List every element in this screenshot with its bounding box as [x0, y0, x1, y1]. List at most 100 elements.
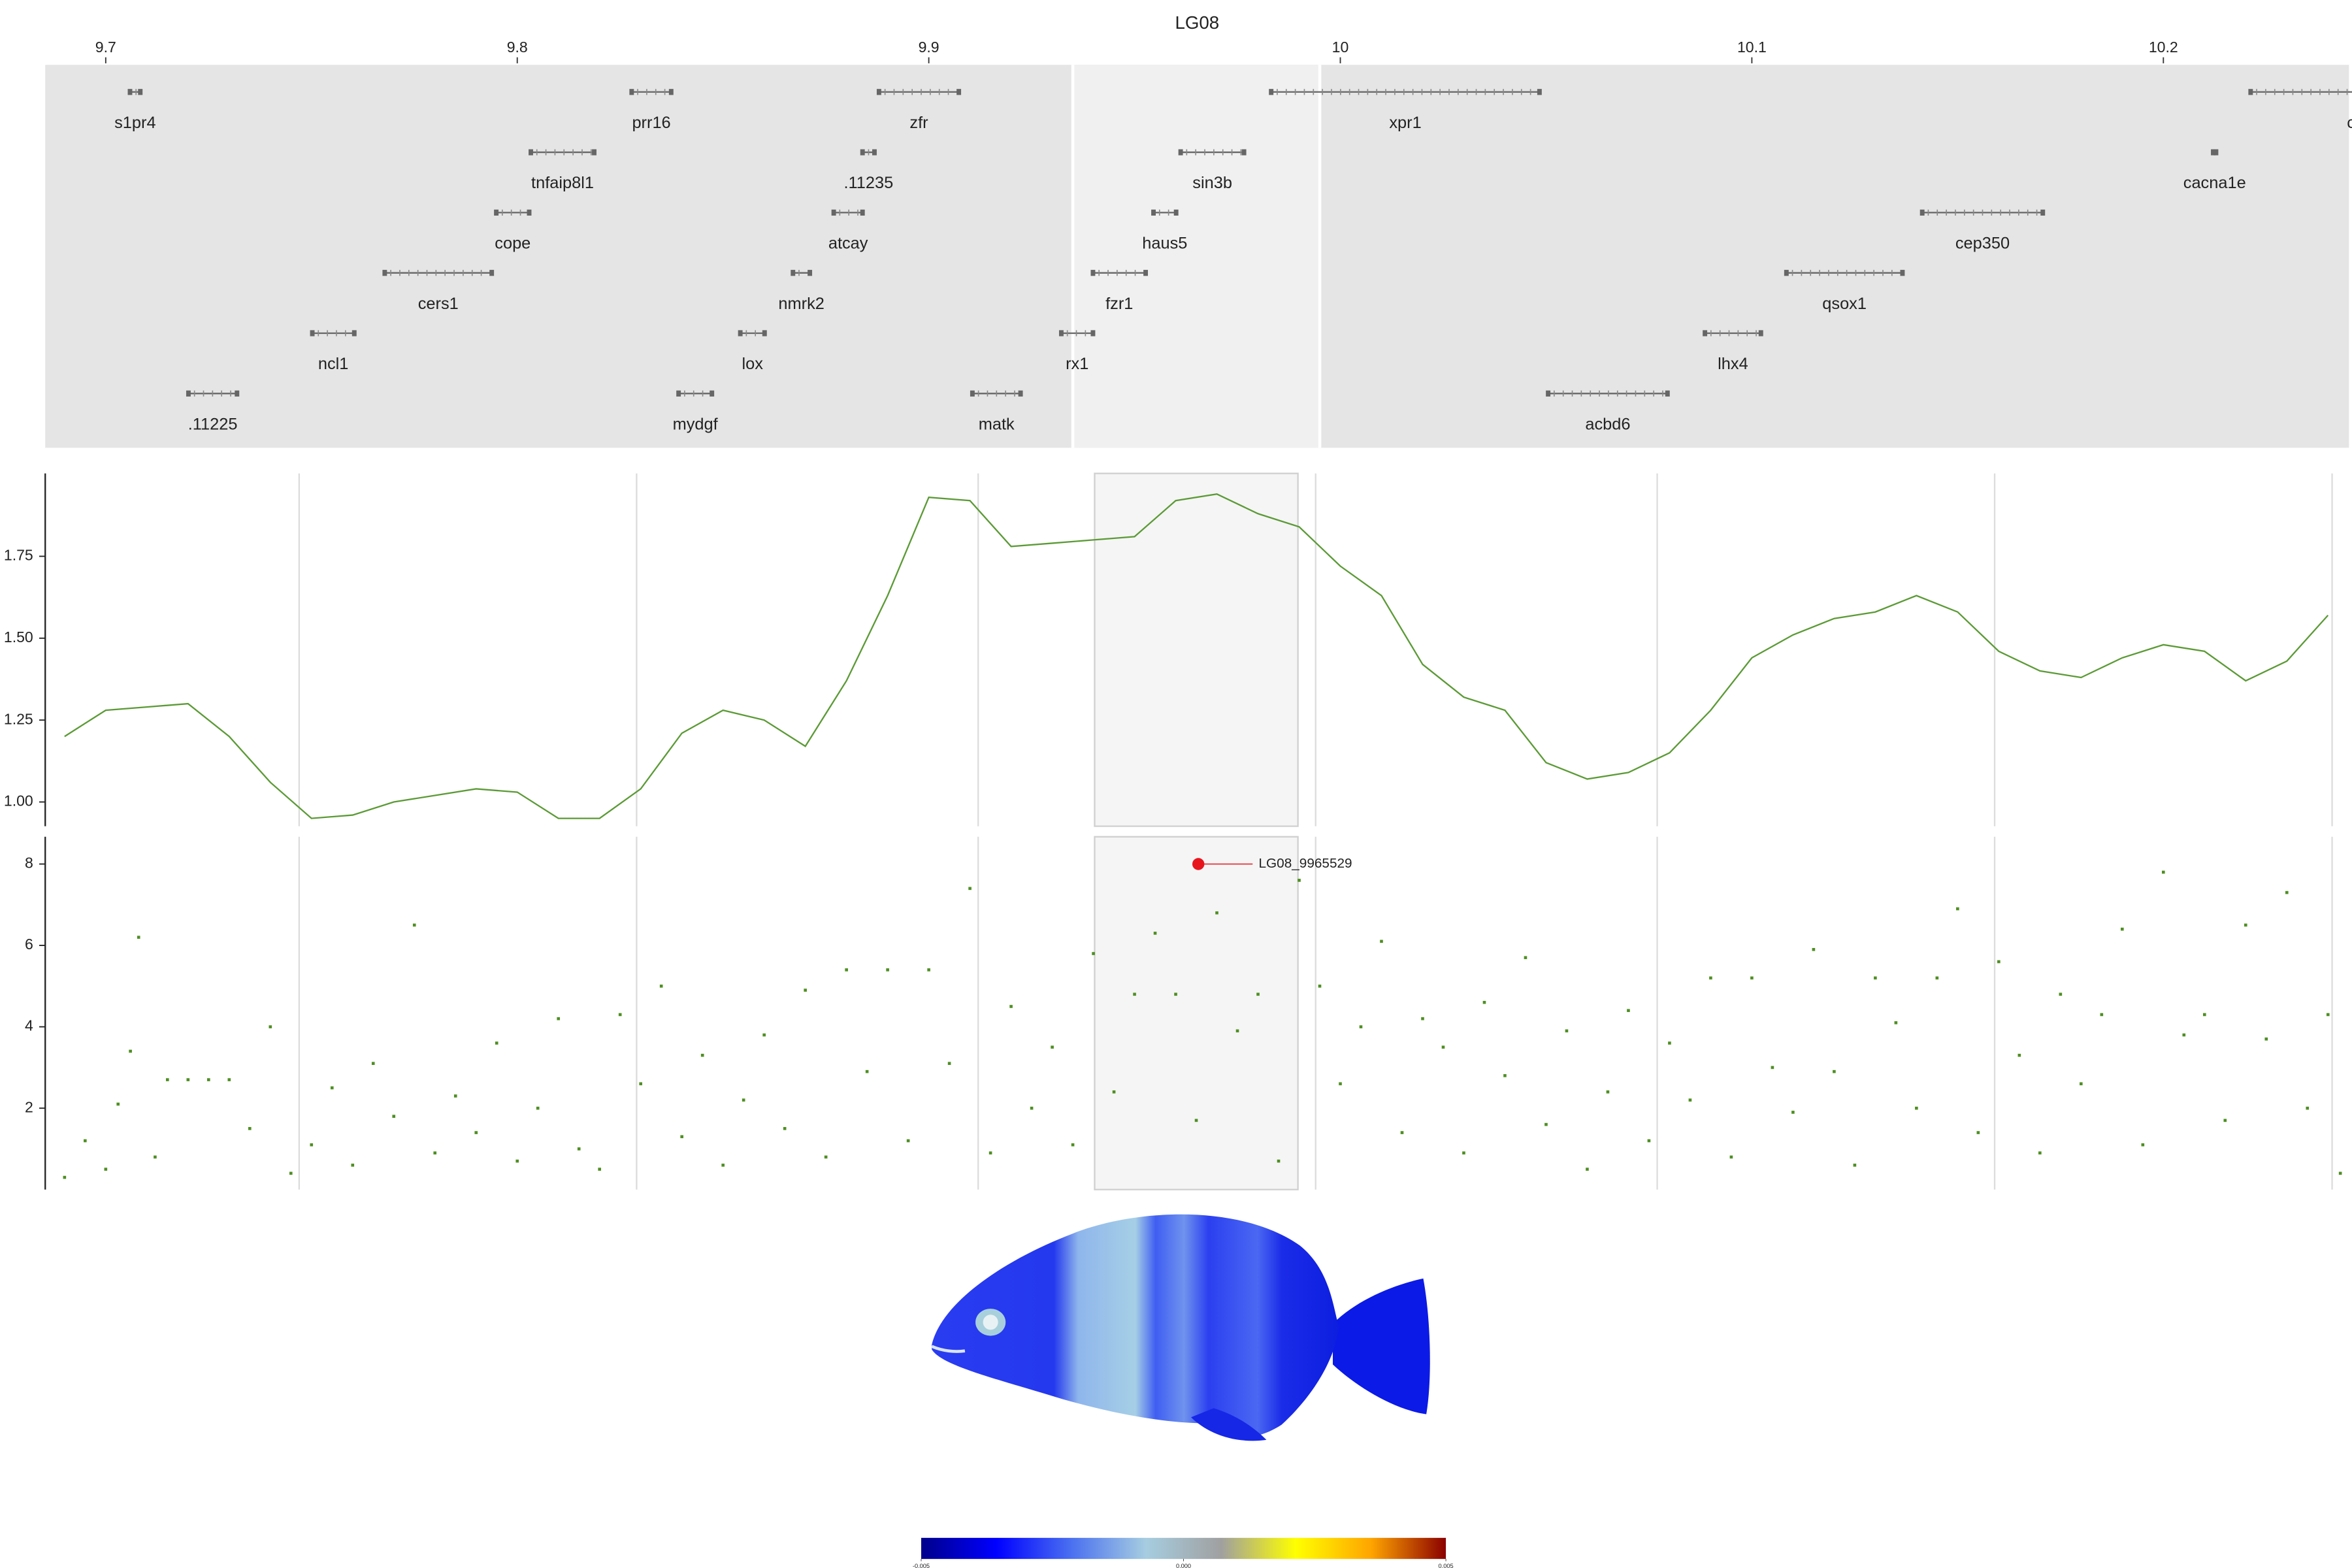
- scatter-point: [137, 936, 140, 939]
- y-tick-label: 6: [25, 936, 33, 953]
- scatter-point: [1812, 947, 1816, 951]
- scatter-point: [804, 988, 807, 992]
- gene-end: [138, 89, 143, 95]
- gene-label: atcay: [828, 235, 868, 253]
- scatter-point: [2141, 1143, 2145, 1147]
- scatter-point: [845, 968, 848, 972]
- gene-end: [592, 149, 596, 155]
- scatter-point: [1874, 976, 1877, 980]
- gene-label: c: [2347, 114, 2352, 132]
- scatter-point: [1771, 1066, 1774, 1070]
- gene-end: [956, 89, 962, 95]
- scatter-point: [536, 1106, 540, 1110]
- gene-end: [1758, 330, 1763, 336]
- gene-end: [127, 89, 133, 95]
- scatter-point: [2306, 1106, 2310, 1110]
- scatter-point: [1112, 1090, 1116, 1094]
- gene-end: [529, 149, 533, 155]
- highlight-region: [1094, 836, 1299, 1190]
- gene-label: cope: [495, 235, 531, 253]
- gene-label: zfr: [909, 114, 928, 132]
- scatter-point: [186, 1078, 190, 1081]
- gene-end: [1537, 89, 1542, 95]
- gene-end: [1151, 209, 1156, 216]
- gene-label: .11225: [188, 415, 238, 433]
- scatter-point: [1565, 1029, 1569, 1033]
- gene-label: qsox1: [1822, 295, 1867, 313]
- scatter-point: [886, 968, 889, 972]
- scatter-point: [310, 1143, 314, 1147]
- scatter-point: [1298, 879, 1301, 882]
- scatter-point: [206, 1078, 210, 1081]
- gene-label: haus5: [1142, 235, 1187, 253]
- gene-end: [876, 89, 881, 95]
- gene-label: s1pr4: [114, 114, 155, 132]
- scatter-point: [1380, 939, 1383, 943]
- gene-end: [1143, 270, 1149, 276]
- gene-label: tnfaip8l1: [531, 174, 594, 192]
- scatter-point: [330, 1086, 334, 1090]
- scatter-point: [154, 1155, 157, 1159]
- scatter-point: [2264, 1037, 2268, 1041]
- scatter-point: [495, 1041, 498, 1045]
- scatter-point: [865, 1070, 869, 1073]
- y-tick-label: 2: [25, 1098, 33, 1115]
- gene-end: [1058, 330, 1064, 336]
- scatter-point: [783, 1127, 787, 1130]
- y-tick-label: 1.50: [4, 629, 33, 645]
- scatter-point: [1462, 1151, 1465, 1155]
- scatter-point: [1133, 992, 1136, 996]
- y-tick-label: 8: [25, 855, 33, 872]
- scatter-point: [1647, 1139, 1651, 1143]
- fish-tail: [1333, 1278, 1430, 1414]
- gene-label: rx1: [1066, 355, 1088, 373]
- gene-end: [186, 390, 191, 397]
- scatter-point: [1750, 976, 1754, 980]
- gene-label: cacna1e: [2183, 174, 2246, 192]
- fish-fin: [1191, 1408, 1267, 1441]
- annotation-label: LG08_9965529: [1259, 856, 1352, 871]
- gene-end: [808, 270, 813, 276]
- y-tick-label: 1.75: [4, 547, 33, 564]
- gene-label: sin3b: [1192, 174, 1232, 192]
- gene-rows: s1pr4 prr16 zfr xpr1 c tnfaip8l1 .11235 sin3b ca…: [114, 89, 2352, 433]
- gene-end: [1784, 270, 1789, 276]
- gene-end: [860, 209, 865, 216]
- gene-end: [668, 89, 674, 95]
- gene-label: xpr1: [1389, 114, 1421, 132]
- scatter-point: [1174, 992, 1177, 996]
- scatter-point: [598, 1168, 602, 1171]
- scatter-point: [453, 1094, 457, 1098]
- gene-label: .11235: [843, 174, 893, 192]
- gene-end: [1241, 149, 1247, 155]
- scatter-point: [116, 1102, 120, 1106]
- scatter-point: [659, 985, 663, 988]
- gene-end: [1546, 390, 1551, 397]
- scatter-point: [721, 1164, 725, 1167]
- scatter-point: [1277, 1159, 1281, 1163]
- gene-end: [351, 330, 357, 336]
- scatter-point: [1359, 1025, 1363, 1028]
- scatter-point: [762, 1033, 766, 1037]
- gene-end: [629, 89, 634, 95]
- fish-mouth: [931, 1345, 966, 1353]
- gene-label: prr16: [632, 114, 670, 132]
- scatter-point: [84, 1139, 87, 1143]
- scatter-point: [63, 1175, 67, 1179]
- y-tick-label: 1.00: [4, 792, 33, 809]
- scatter-point: [1668, 1041, 1671, 1045]
- gene-label: lox: [742, 355, 763, 373]
- scatter-point: [1009, 1005, 1013, 1008]
- colorbar: [921, 1537, 1446, 1560]
- highlight-region: [1073, 65, 1320, 448]
- scatter-point: [248, 1127, 252, 1130]
- scatter-point: [1915, 1106, 1918, 1110]
- gene-end: [2211, 149, 2215, 155]
- y-tick-label: 4: [25, 1017, 33, 1034]
- gene-end: [710, 390, 715, 397]
- scatter-point: [2038, 1151, 2042, 1155]
- gene-label: matk: [979, 415, 1015, 433]
- x-tick-label: 10.1: [1737, 39, 1767, 56]
